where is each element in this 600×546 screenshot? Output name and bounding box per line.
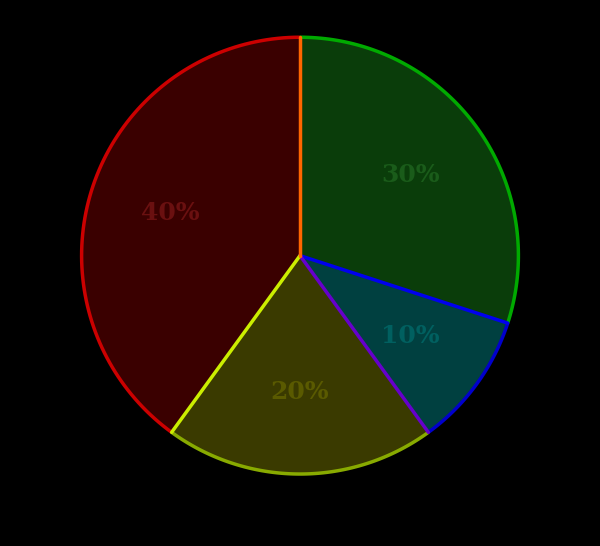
Text: 40%: 40% <box>141 201 199 225</box>
Wedge shape <box>300 256 508 432</box>
Text: 10%: 10% <box>381 324 440 348</box>
Text: 20%: 20% <box>271 380 329 404</box>
Wedge shape <box>82 37 300 432</box>
Wedge shape <box>172 256 428 474</box>
Text: 30%: 30% <box>381 163 440 187</box>
Wedge shape <box>300 37 518 323</box>
